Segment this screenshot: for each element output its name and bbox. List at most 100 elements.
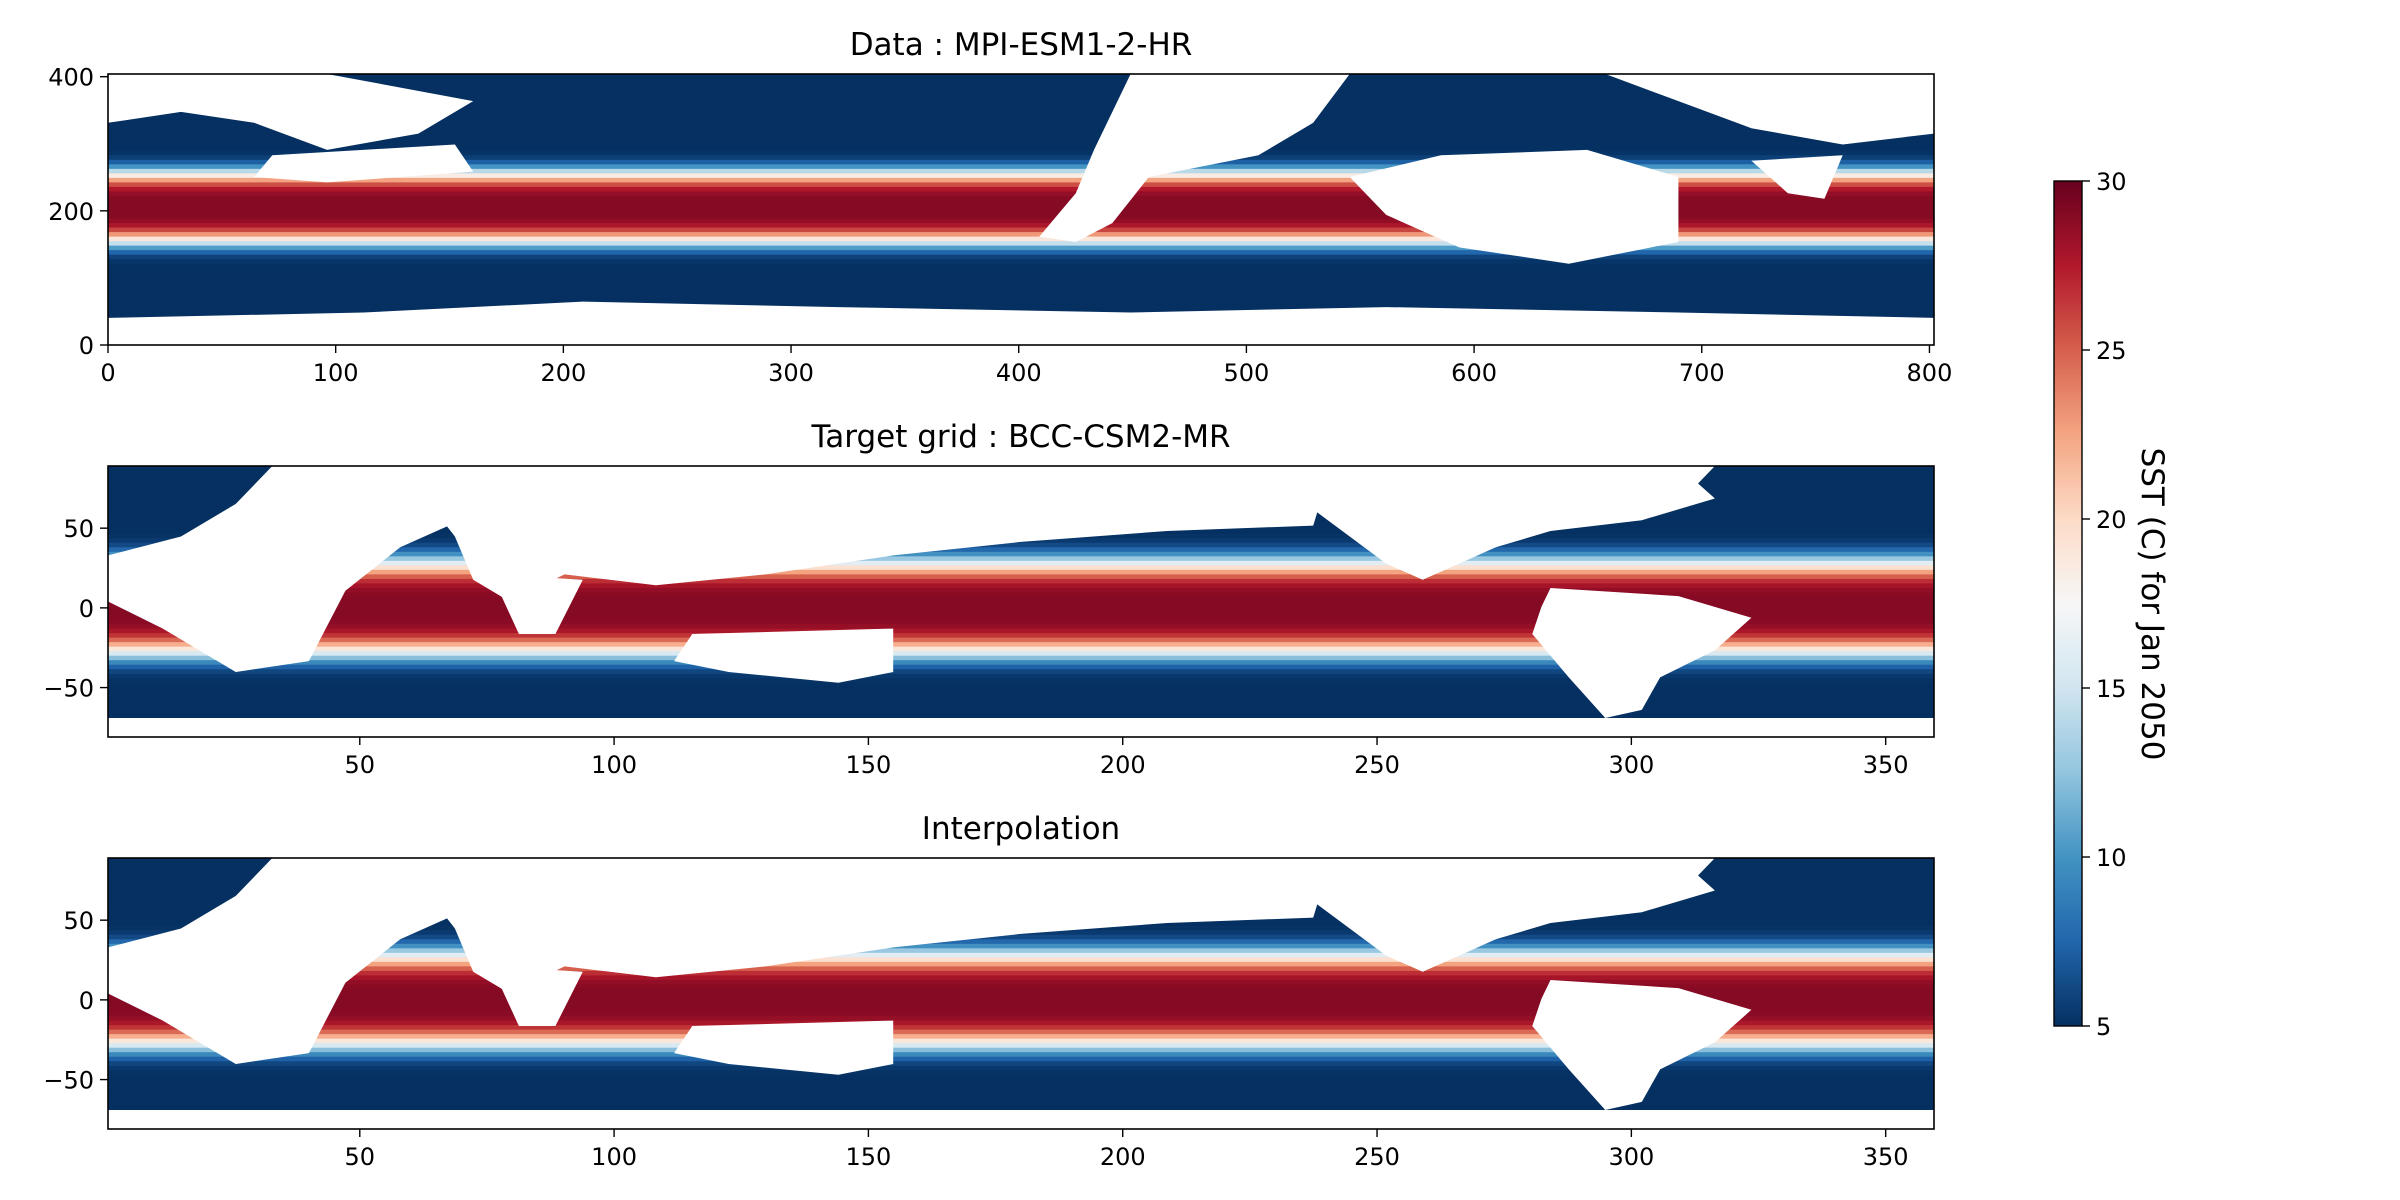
y-axis: −50 0 50 <box>43 907 108 1095</box>
land-mask <box>108 1110 1934 1129</box>
sst-band <box>108 601 1934 607</box>
sst-band <box>108 610 1934 616</box>
land-mask <box>400 858 1332 994</box>
sst-band <box>108 83 1934 89</box>
sst-band <box>108 979 1934 986</box>
sst-band <box>108 669 1934 675</box>
sst-band <box>108 110 1934 116</box>
sst-band <box>108 227 1934 233</box>
sst-band <box>108 637 1934 643</box>
sst-band <box>108 1079 1934 1085</box>
sst-band <box>108 1047 1934 1053</box>
sst-band <box>108 547 1934 553</box>
sst-band <box>108 204 1934 211</box>
sst-band <box>108 943 1934 949</box>
sst-band <box>108 87 1934 93</box>
sst-band <box>108 1097 1934 1103</box>
land-mask <box>1605 74 1934 145</box>
sst-band <box>108 182 1934 188</box>
heatmap-field <box>108 74 1934 345</box>
sst-band <box>108 241 1934 247</box>
sst-band <box>108 128 1934 134</box>
x-tick-label: 350 <box>1863 751 1909 779</box>
sst-band <box>108 556 1934 562</box>
colorbar-tick-label: 20 <box>2096 506 2127 534</box>
sst-band <box>108 687 1934 693</box>
x-tick-label: 100 <box>313 359 359 387</box>
x-tick-label: 50 <box>345 751 376 779</box>
sst-band <box>108 682 1934 688</box>
sst-band <box>108 583 1934 589</box>
sst-band <box>108 1038 1934 1044</box>
sst-band <box>108 934 1934 940</box>
colorbar-ticks: 5 10 15 20 25 30 <box>2082 168 2127 1041</box>
x-axis: 50 100 150 200 250 300 350 <box>345 737 1909 779</box>
sst-band <box>108 1043 1934 1049</box>
sst-band <box>108 214 1934 220</box>
y-tick-label: 50 <box>63 515 94 543</box>
x-tick-label: 50 <box>345 1143 376 1171</box>
sst-band <box>108 290 1934 296</box>
sst-band <box>108 218 1934 224</box>
land-mask <box>1532 980 1752 1110</box>
sst-band <box>108 195 1934 202</box>
x-tick-label: 150 <box>846 1143 892 1171</box>
sst-band <box>108 574 1934 580</box>
sst-band <box>108 1007 1934 1013</box>
sst-band <box>108 1070 1934 1076</box>
sst-band <box>108 250 1934 256</box>
sst-band <box>108 173 1934 179</box>
colorbar-gradient <box>2053 180 2083 1027</box>
sst-band <box>108 1088 1934 1094</box>
panel-title: Interpolation <box>922 811 1120 847</box>
sst-band <box>108 236 1934 242</box>
x-tick-label: 100 <box>591 751 637 779</box>
sst-band <box>108 624 1934 630</box>
sst-band <box>108 263 1934 269</box>
sst-band <box>108 200 1934 206</box>
x-axis: 50 100 150 200 250 300 350 <box>345 1129 1909 1171</box>
sst-band <box>108 975 1934 981</box>
sst-band <box>108 939 1934 945</box>
sst-band <box>108 223 1934 229</box>
sst-band <box>108 92 1934 98</box>
sst-band <box>108 551 1934 557</box>
sst-band <box>108 1092 1934 1098</box>
sst-band <box>108 1065 1934 1071</box>
sst-band <box>108 299 1934 305</box>
sst-band <box>108 159 1934 165</box>
sst-band <box>108 587 1934 594</box>
sst-band <box>108 168 1934 174</box>
sst-band <box>108 1083 1934 1089</box>
sst-band <box>108 1016 1934 1022</box>
land-mask <box>1751 155 1843 199</box>
sst-band <box>108 78 1934 84</box>
sst-band <box>108 664 1934 670</box>
x-tick-label: 250 <box>1354 751 1400 779</box>
sst-band <box>108 277 1934 283</box>
x-tick-label: 200 <box>1100 751 1146 779</box>
sst-band <box>108 1002 1934 1008</box>
x-axis: 0 100 200 300 400 500 600 700 800 <box>100 345 1952 387</box>
sst-band <box>108 993 1934 999</box>
sst-band <box>108 259 1934 265</box>
sst-band <box>108 705 1934 711</box>
sst-band <box>108 1101 1934 1108</box>
sst-band <box>108 1020 1934 1026</box>
sst-band <box>108 105 1934 111</box>
sst-band <box>108 651 1934 657</box>
x-tick-label: 350 <box>1863 1143 1909 1171</box>
x-tick-label: 150 <box>846 751 892 779</box>
sst-band <box>108 114 1934 120</box>
sst-band <box>108 1034 1934 1040</box>
x-tick-label: 700 <box>1679 359 1725 387</box>
sst-band <box>108 295 1934 301</box>
colorbar-tick-label: 5 <box>2096 1013 2111 1041</box>
panel-interpolation: Interpolation 50 100 150 200 250 300 350 −50 0 5… <box>43 811 1935 1171</box>
sst-band <box>108 150 1934 156</box>
sst-band <box>108 673 1934 679</box>
panel-target-grid: Target grid : BCC-CSM2-MR 50 100 150 200 250… <box>43 419 1935 779</box>
y-tick-label: 50 <box>63 907 94 935</box>
sst-band <box>108 123 1934 129</box>
land-mask <box>254 144 474 183</box>
